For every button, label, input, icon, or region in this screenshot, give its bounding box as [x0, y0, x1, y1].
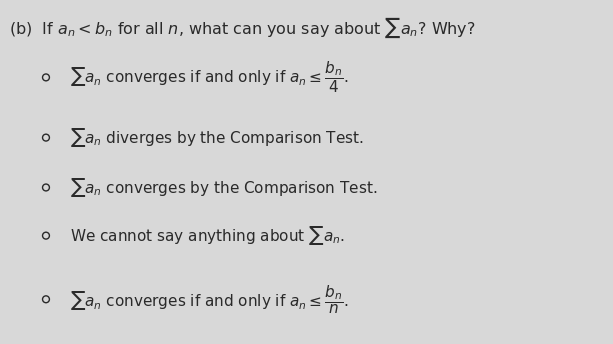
Text: $\sum a_n$ diverges by the Comparison Test.: $\sum a_n$ diverges by the Comparison Te…: [70, 126, 364, 149]
Text: (b)  If $a_n < b_n$ for all $n$, what can you say about $\sum a_n$? Why?: (b) If $a_n < b_n$ for all $n$, what can…: [9, 15, 476, 40]
Text: $\sum a_n$ converges if and only if $a_n \leq \dfrac{b_n}{n}$.: $\sum a_n$ converges if and only if $a_n…: [70, 283, 349, 315]
Text: $\sum a_n$ converges by the Comparison Test.: $\sum a_n$ converges by the Comparison T…: [70, 176, 378, 199]
Text: We cannot say anything about $\sum a_n$.: We cannot say anything about $\sum a_n$.: [70, 224, 346, 247]
Text: $\sum a_n$ converges if and only if $a_n \leq \dfrac{b_n}{4}$.: $\sum a_n$ converges if and only if $a_n…: [70, 60, 349, 95]
